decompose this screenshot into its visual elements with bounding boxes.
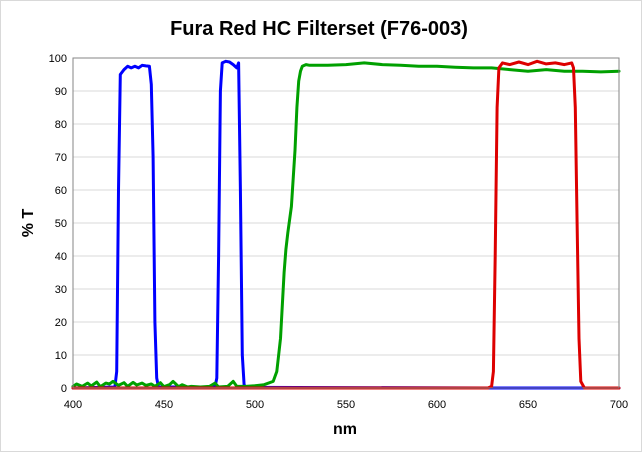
x-tick-label: 550 (337, 399, 355, 411)
series-line-3 (71, 59, 621, 390)
series-line-2 (71, 61, 621, 389)
y-axis-title: % T (20, 209, 37, 238)
y-tick-label: 0 (61, 383, 67, 395)
x-tick-label: 400 (64, 399, 82, 411)
x-tick-label: 600 (428, 399, 446, 411)
x-tick-label: 700 (610, 399, 628, 411)
x-tick-label: 500 (246, 399, 264, 411)
series-layer (71, 59, 621, 390)
plot-area-border (72, 57, 620, 389)
x-axis-title: nm (333, 421, 357, 438)
y-tick-label: 60 (55, 185, 67, 197)
x-tick-label: 450 (155, 399, 173, 411)
y-tick-label: 70 (55, 152, 67, 164)
y-tick-label: 50 (55, 218, 67, 230)
x-tick-labels: 400 450 500 550 600 650 700 (64, 399, 628, 411)
y-tick-label: 10 (55, 350, 67, 362)
y-tick-label: 80 (55, 119, 67, 131)
y-tick-labels: 0 10 20 30 40 50 60 70 80 90 100 (49, 53, 67, 395)
y-tick-label: 30 (55, 284, 67, 296)
y-tick-label: 40 (55, 251, 67, 263)
series-line-1 (71, 59, 621, 390)
y-tick-label: 20 (55, 317, 67, 329)
x-tick-label: 650 (519, 399, 537, 411)
chart-title: Fura Red HC Filterset (F76-003) (170, 18, 468, 40)
y-tick-label: 90 (55, 86, 67, 98)
y-tick-label: 100 (49, 53, 67, 65)
